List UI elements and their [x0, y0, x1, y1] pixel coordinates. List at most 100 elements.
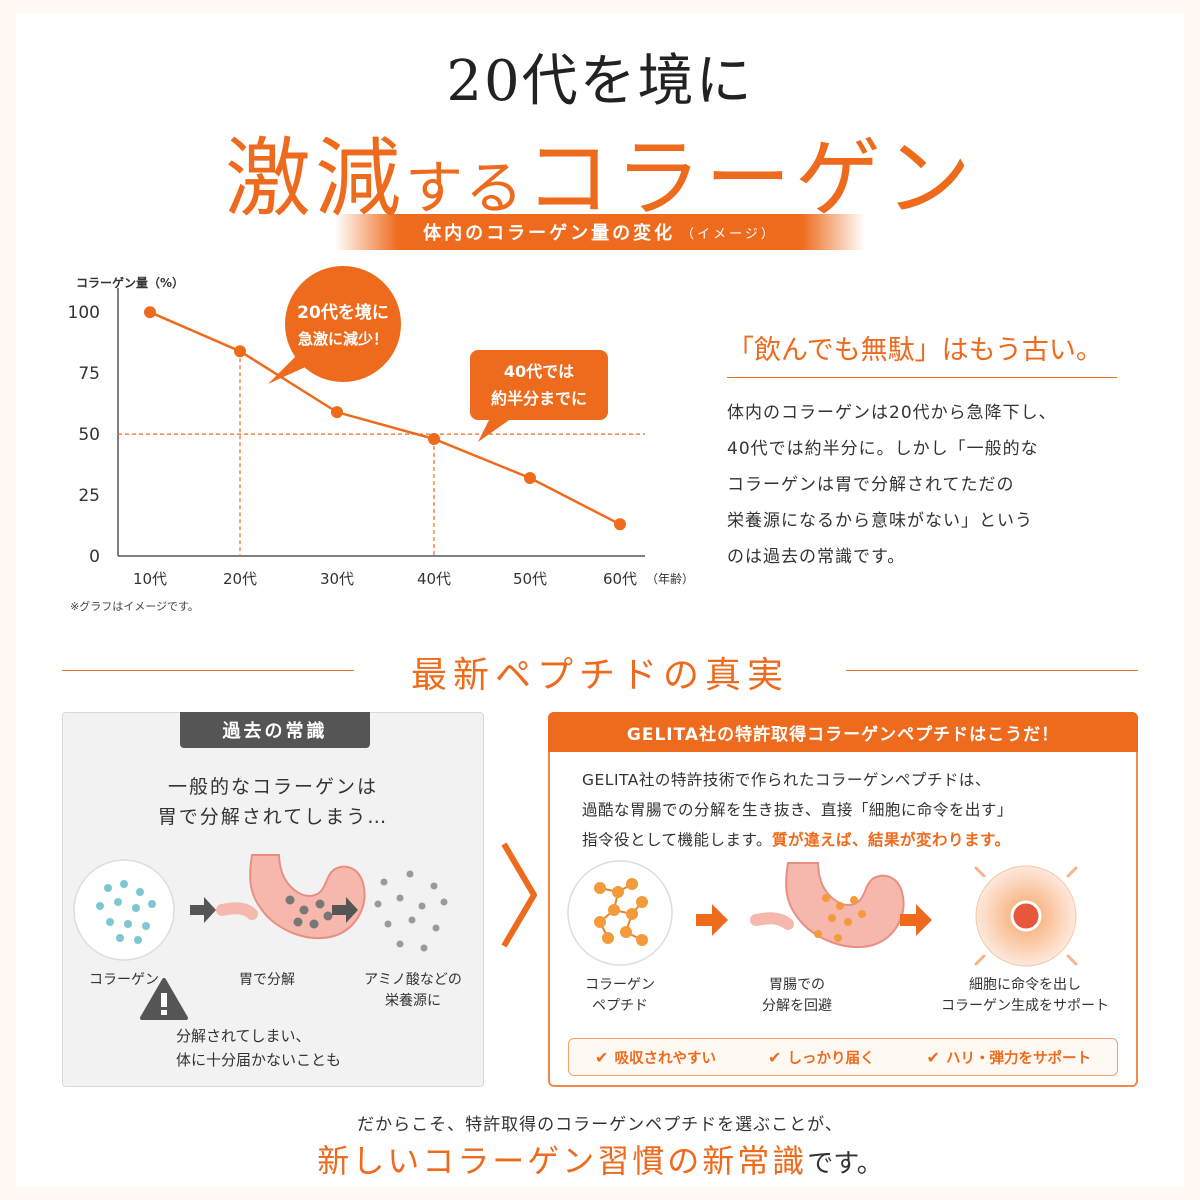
- amino-acids-icon: [374, 870, 448, 952]
- gelita-body-line3: 指令役として機能します。質が違えば、結果が変わります。: [582, 825, 1122, 855]
- quote-line: コラーゲンは胃で分解されてただの: [727, 475, 1015, 495]
- past-common-sense-tab: 過去の常識: [180, 712, 370, 748]
- caption-avoid-breakdown: 胃腸での 分解を回避: [742, 975, 852, 1017]
- collagen-molecules-icon: [73, 859, 175, 961]
- benefit-label: ハリ・弾力をサポート: [945, 1050, 1091, 1067]
- y-tick-label: 25: [78, 486, 100, 506]
- arrow-right-icon: [332, 897, 358, 923]
- section-title: 最新ペプチドの真実: [410, 655, 789, 696]
- headline-line2: 激減するコラーゲン: [0, 108, 1200, 233]
- headline-word-collagen: コラーゲン: [525, 129, 975, 229]
- x-tick-label: 60代: [603, 570, 637, 588]
- caption-peptide-line1: コラーゲン: [585, 977, 655, 993]
- data-point: [144, 306, 156, 319]
- check-icon: ✔: [768, 1047, 782, 1067]
- arrow-right-icon: [190, 897, 216, 923]
- chart-footnote: ※グラフはイメージです。: [70, 600, 199, 613]
- x-tick-label: 30代: [320, 570, 354, 588]
- benefits-bar: ✔ 吸収されやすい ✔ しっかり届く ✔ ハリ・弾力をサポート: [568, 1038, 1118, 1076]
- section-rule-right: [846, 670, 1138, 671]
- y-tick-label: 0: [89, 547, 100, 567]
- gelita-panel-body: GELITA社の特許技術で作られたコラーゲンペプチドは、 過酷な胃腸での分解を生…: [582, 765, 1122, 855]
- benefit-item: ✔ しっかり届く: [768, 1047, 874, 1068]
- collagen-line-chart: コラーゲン量（%） 0 25 50 75 100 10代 20代 30代 40代 50代 60代 （年齢…: [68, 266, 694, 588]
- benefit-label: 吸収されやすい: [614, 1050, 716, 1067]
- gelita-panel-header: GELITA社の特許取得コラーゲンペプチドはこうだ！: [548, 712, 1138, 752]
- y-tick-label: 50: [78, 425, 100, 445]
- past-panel-heading: 一般的なコラーゲンは 胃で分解されてしまう…: [62, 772, 484, 832]
- caption-cell-support: 細胞に命令を出し コラーゲン生成をサポート: [920, 975, 1130, 1017]
- gelita-body-line1: GELITA社の特許技術で作られたコラーゲンペプチドは、: [582, 771, 991, 789]
- caption-collagen: コラーゲン: [89, 972, 159, 988]
- callout-text: 20代を境に: [297, 302, 389, 323]
- warning-line2: 体に十分届かないことも: [176, 1051, 342, 1069]
- quote-line: 体内のコラーゲンは20代から急降下し、: [727, 403, 1057, 423]
- data-point: [234, 345, 246, 358]
- series-line: [149, 311, 621, 526]
- headline-word-suru: する: [404, 154, 525, 222]
- chart-banner: 体内のコラーゲン量の変化 （イメージ）: [335, 214, 865, 250]
- quote-title: 「飲んでも無駄」はもう古い。: [727, 335, 1103, 366]
- chart-banner-sub: （イメージ）: [681, 226, 777, 242]
- closing-suffix: です。: [807, 1149, 883, 1179]
- benefit-label: しっかり届く: [787, 1050, 875, 1067]
- caption-cell-line1: 細胞に命令を出し: [969, 977, 1081, 993]
- headline-word-gekigen: 激減: [224, 129, 405, 229]
- closing-line2: 新しいコラーゲン習慣の新常識です。: [0, 1136, 1200, 1182]
- quote-line: 栄養源になるから意味がない」という: [727, 511, 1033, 531]
- stomach-icon: [750, 862, 905, 949]
- headline-line1: 20代を境に: [446, 49, 754, 114]
- check-icon: ✔: [595, 1047, 609, 1067]
- caption-peptide-line2: ペプチド: [592, 998, 648, 1014]
- chart-banner-label: 体内のコラーゲン量の変化: [423, 223, 676, 244]
- caption-avoid-line2: 分解を回避: [762, 998, 832, 1014]
- callout-text: 40代では: [504, 362, 574, 381]
- x-tick-label: 10代: [133, 570, 167, 588]
- x-tick-label: 50代: [513, 570, 547, 588]
- gelita-process-illustration: [567, 860, 1078, 967]
- y-tick-label: 75: [78, 364, 100, 384]
- data-point: [614, 518, 626, 531]
- callout-box: [470, 350, 608, 420]
- warning-text: 分解されてしまい、 体に十分届かないことも: [176, 1024, 341, 1072]
- callout-bubble: [285, 266, 401, 382]
- warning-icon: [140, 978, 188, 1020]
- benefit-item: ✔ 吸収されやすい: [595, 1047, 716, 1068]
- quote-body: 体内のコラーゲンは20代から急降下し、 40代では約半分に。しかし「一般的な コ…: [727, 395, 1127, 575]
- closing-highlight: 新しいコラーゲン習慣の新常識: [317, 1142, 808, 1180]
- caption-stomach-breakdown: 胃で分解: [239, 972, 295, 988]
- quote-line: 40代では約半分に。しかし「一般的な: [727, 439, 1039, 459]
- past-heading-line2: 胃で分解されてしまう…: [157, 806, 389, 828]
- callout-text: 急激に減少！: [298, 330, 388, 348]
- data-point: [524, 471, 536, 484]
- stomach-icon: [216, 854, 366, 940]
- caption-peptide: コラーゲン ペプチド: [570, 975, 670, 1017]
- gelita-body-line3-a: 指令役として機能します。: [582, 831, 772, 849]
- warning-line1: 分解されてしまい、: [176, 1027, 311, 1045]
- y-tick-label: 100: [68, 303, 100, 323]
- gelita-body-highlight: 質が違えば、結果が変わります。: [772, 831, 1011, 849]
- arrow-right-icon: [900, 904, 932, 936]
- caption-amino-line1: アミノ酸などの: [364, 972, 462, 988]
- quote-divider: [727, 377, 1117, 378]
- arrow-right-icon: [696, 904, 728, 936]
- past-heading-line1: 一般的なコラーゲンは: [167, 776, 378, 798]
- benefit-item: ✔ ハリ・弾力をサポート: [927, 1047, 1091, 1068]
- caption-avoid-line1: 胃腸での: [769, 977, 825, 993]
- section-rule-left: [62, 670, 354, 671]
- caption-amino-acids: アミノ酸などの 栄養源に: [346, 970, 480, 1012]
- chevron-right-icon: [501, 842, 537, 948]
- x-axis-label: （年齢）: [646, 571, 694, 586]
- callout-text: 約半分までに: [491, 389, 587, 408]
- caption-cell-line2: コラーゲン生成をサポート: [941, 998, 1109, 1014]
- cell-icon: [974, 865, 1078, 967]
- check-icon: ✔: [926, 1047, 940, 1067]
- past-process-illustration: [73, 854, 448, 1020]
- data-point: [428, 432, 440, 445]
- closing-line1: だからこそ、特許取得のコラーゲンペプチドを選ぶことが、: [357, 1115, 843, 1135]
- y-axis-label: コラーゲン量（%）: [76, 275, 184, 290]
- x-tick-label: 40代: [417, 570, 451, 588]
- data-point: [331, 406, 343, 419]
- peptide-molecules-icon: [567, 860, 673, 966]
- quote-line: のは過去の常識です。: [727, 547, 906, 567]
